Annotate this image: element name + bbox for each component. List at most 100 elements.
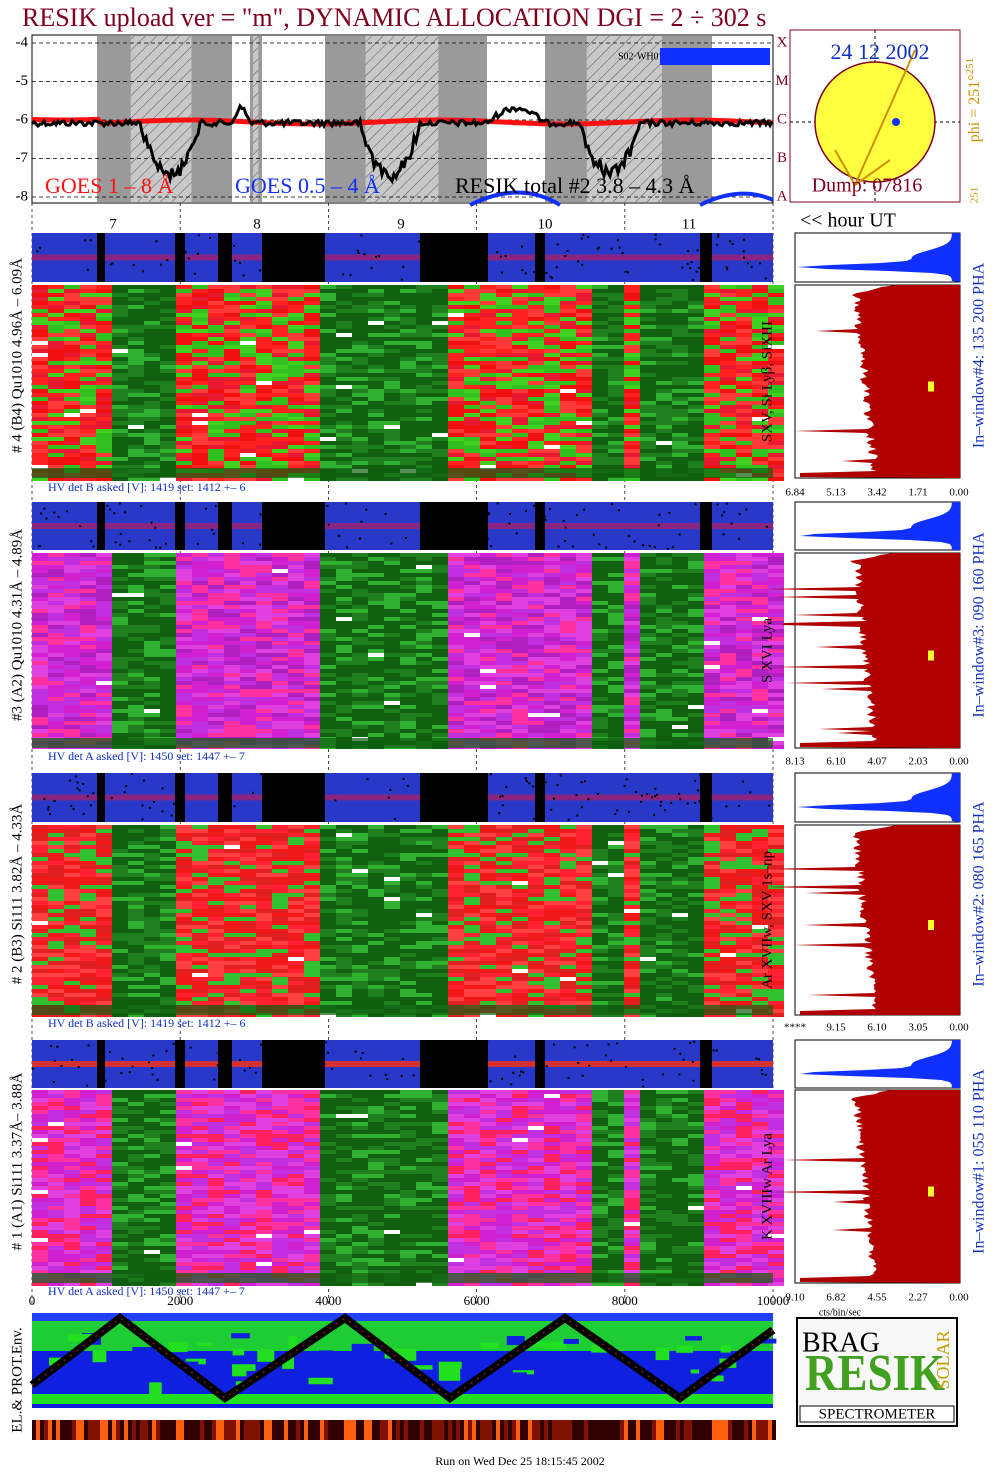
heat-cell <box>112 553 128 557</box>
heat-cell <box>624 337 640 341</box>
heat-cell <box>256 553 272 557</box>
heat-cell <box>176 429 192 433</box>
heat-cell <box>560 413 576 417</box>
heat-cell <box>480 617 496 621</box>
heat-cell <box>768 397 784 401</box>
heat-cell <box>48 593 64 597</box>
heat-cell <box>544 629 560 633</box>
heat-cell <box>416 681 432 685</box>
heat-cell <box>160 589 176 593</box>
heat-cell <box>160 693 176 697</box>
strip-noise <box>538 268 541 271</box>
heat-cell <box>128 385 144 389</box>
heat-cell <box>160 353 176 357</box>
strip-noise <box>286 517 289 520</box>
heat-cell <box>160 561 176 565</box>
heat-cell <box>288 321 304 325</box>
heat-cell <box>272 293 288 297</box>
heat-cell <box>416 405 432 409</box>
heat-cell <box>32 433 48 437</box>
heat-cell <box>624 461 640 465</box>
strip-noise <box>427 233 430 236</box>
heat-cell <box>688 641 704 645</box>
heat-cell <box>704 329 720 333</box>
heat-cell <box>320 617 336 621</box>
heat-cell <box>112 597 128 601</box>
heat-cell <box>192 717 208 721</box>
heat-cell <box>528 301 544 305</box>
heat-cell <box>672 393 688 397</box>
heat-cell <box>448 569 464 573</box>
heat-cell <box>672 373 688 377</box>
heat-cell <box>256 385 272 389</box>
heat-cell <box>528 401 544 405</box>
heat-cell <box>192 729 208 733</box>
strip-noise <box>668 511 671 514</box>
heat-cell <box>480 689 496 693</box>
strip-noise <box>653 795 656 798</box>
heat-cell <box>32 633 48 637</box>
heat-cell <box>592 725 608 729</box>
heat-cell <box>64 717 80 721</box>
heat-cell <box>480 309 496 313</box>
heat-cell <box>144 709 160 713</box>
heat-cell <box>144 449 160 453</box>
heat-cell <box>656 677 672 681</box>
heat-cell <box>528 437 544 441</box>
strip-noise <box>259 543 262 546</box>
heat-cell <box>128 409 144 413</box>
heat-cell <box>112 585 128 589</box>
heat-cell <box>256 477 272 481</box>
heat-cell <box>576 425 592 429</box>
heat-cell <box>272 641 288 645</box>
heat-cell <box>208 417 224 421</box>
heat-cell <box>736 689 752 693</box>
heat-cell <box>640 449 656 453</box>
heat-cell <box>208 357 224 361</box>
heat-cell <box>80 317 96 321</box>
heat-cell <box>752 597 768 601</box>
heat-cell <box>736 637 752 641</box>
heat-cell <box>368 369 384 373</box>
heat-cell <box>464 369 480 373</box>
heat-cell <box>432 617 448 621</box>
heat-cell <box>384 477 400 481</box>
heat-cell <box>528 645 544 649</box>
strip-noise <box>431 277 434 280</box>
heat-cell <box>768 409 784 413</box>
heat-cell <box>192 445 208 449</box>
heat-cell <box>224 385 240 389</box>
heat-cell <box>464 717 480 721</box>
heat-cell <box>256 361 272 365</box>
heat-cell <box>336 589 352 593</box>
heat-cell <box>336 657 352 661</box>
heat-cell <box>528 637 544 641</box>
heat-cell <box>464 569 480 573</box>
strip-noise <box>175 782 178 785</box>
heat-cell <box>96 681 112 685</box>
heat-cell <box>432 337 448 341</box>
heat-cell <box>64 477 80 481</box>
heat-cell <box>240 325 256 329</box>
heat-cell <box>64 565 80 569</box>
heat-cell <box>608 337 624 341</box>
heat-cell <box>640 353 656 357</box>
heat-cell <box>192 381 208 385</box>
heat-cell <box>480 397 496 401</box>
heat-cell <box>288 417 304 421</box>
heat-cell <box>64 689 80 693</box>
heat-cell <box>656 453 672 457</box>
heat-cell <box>464 421 480 425</box>
heat-cell <box>352 297 368 301</box>
heat-cell <box>560 629 576 633</box>
heat-cell <box>320 689 336 693</box>
heat-cell <box>224 309 240 313</box>
heat-cell <box>736 657 752 661</box>
heat-cell <box>592 553 608 557</box>
heat-cell <box>32 617 48 621</box>
heat-cell <box>320 373 336 377</box>
heat-cell <box>128 693 144 697</box>
heat-cell <box>384 609 400 613</box>
heat-cell <box>400 625 416 629</box>
heat-cell <box>32 625 48 629</box>
